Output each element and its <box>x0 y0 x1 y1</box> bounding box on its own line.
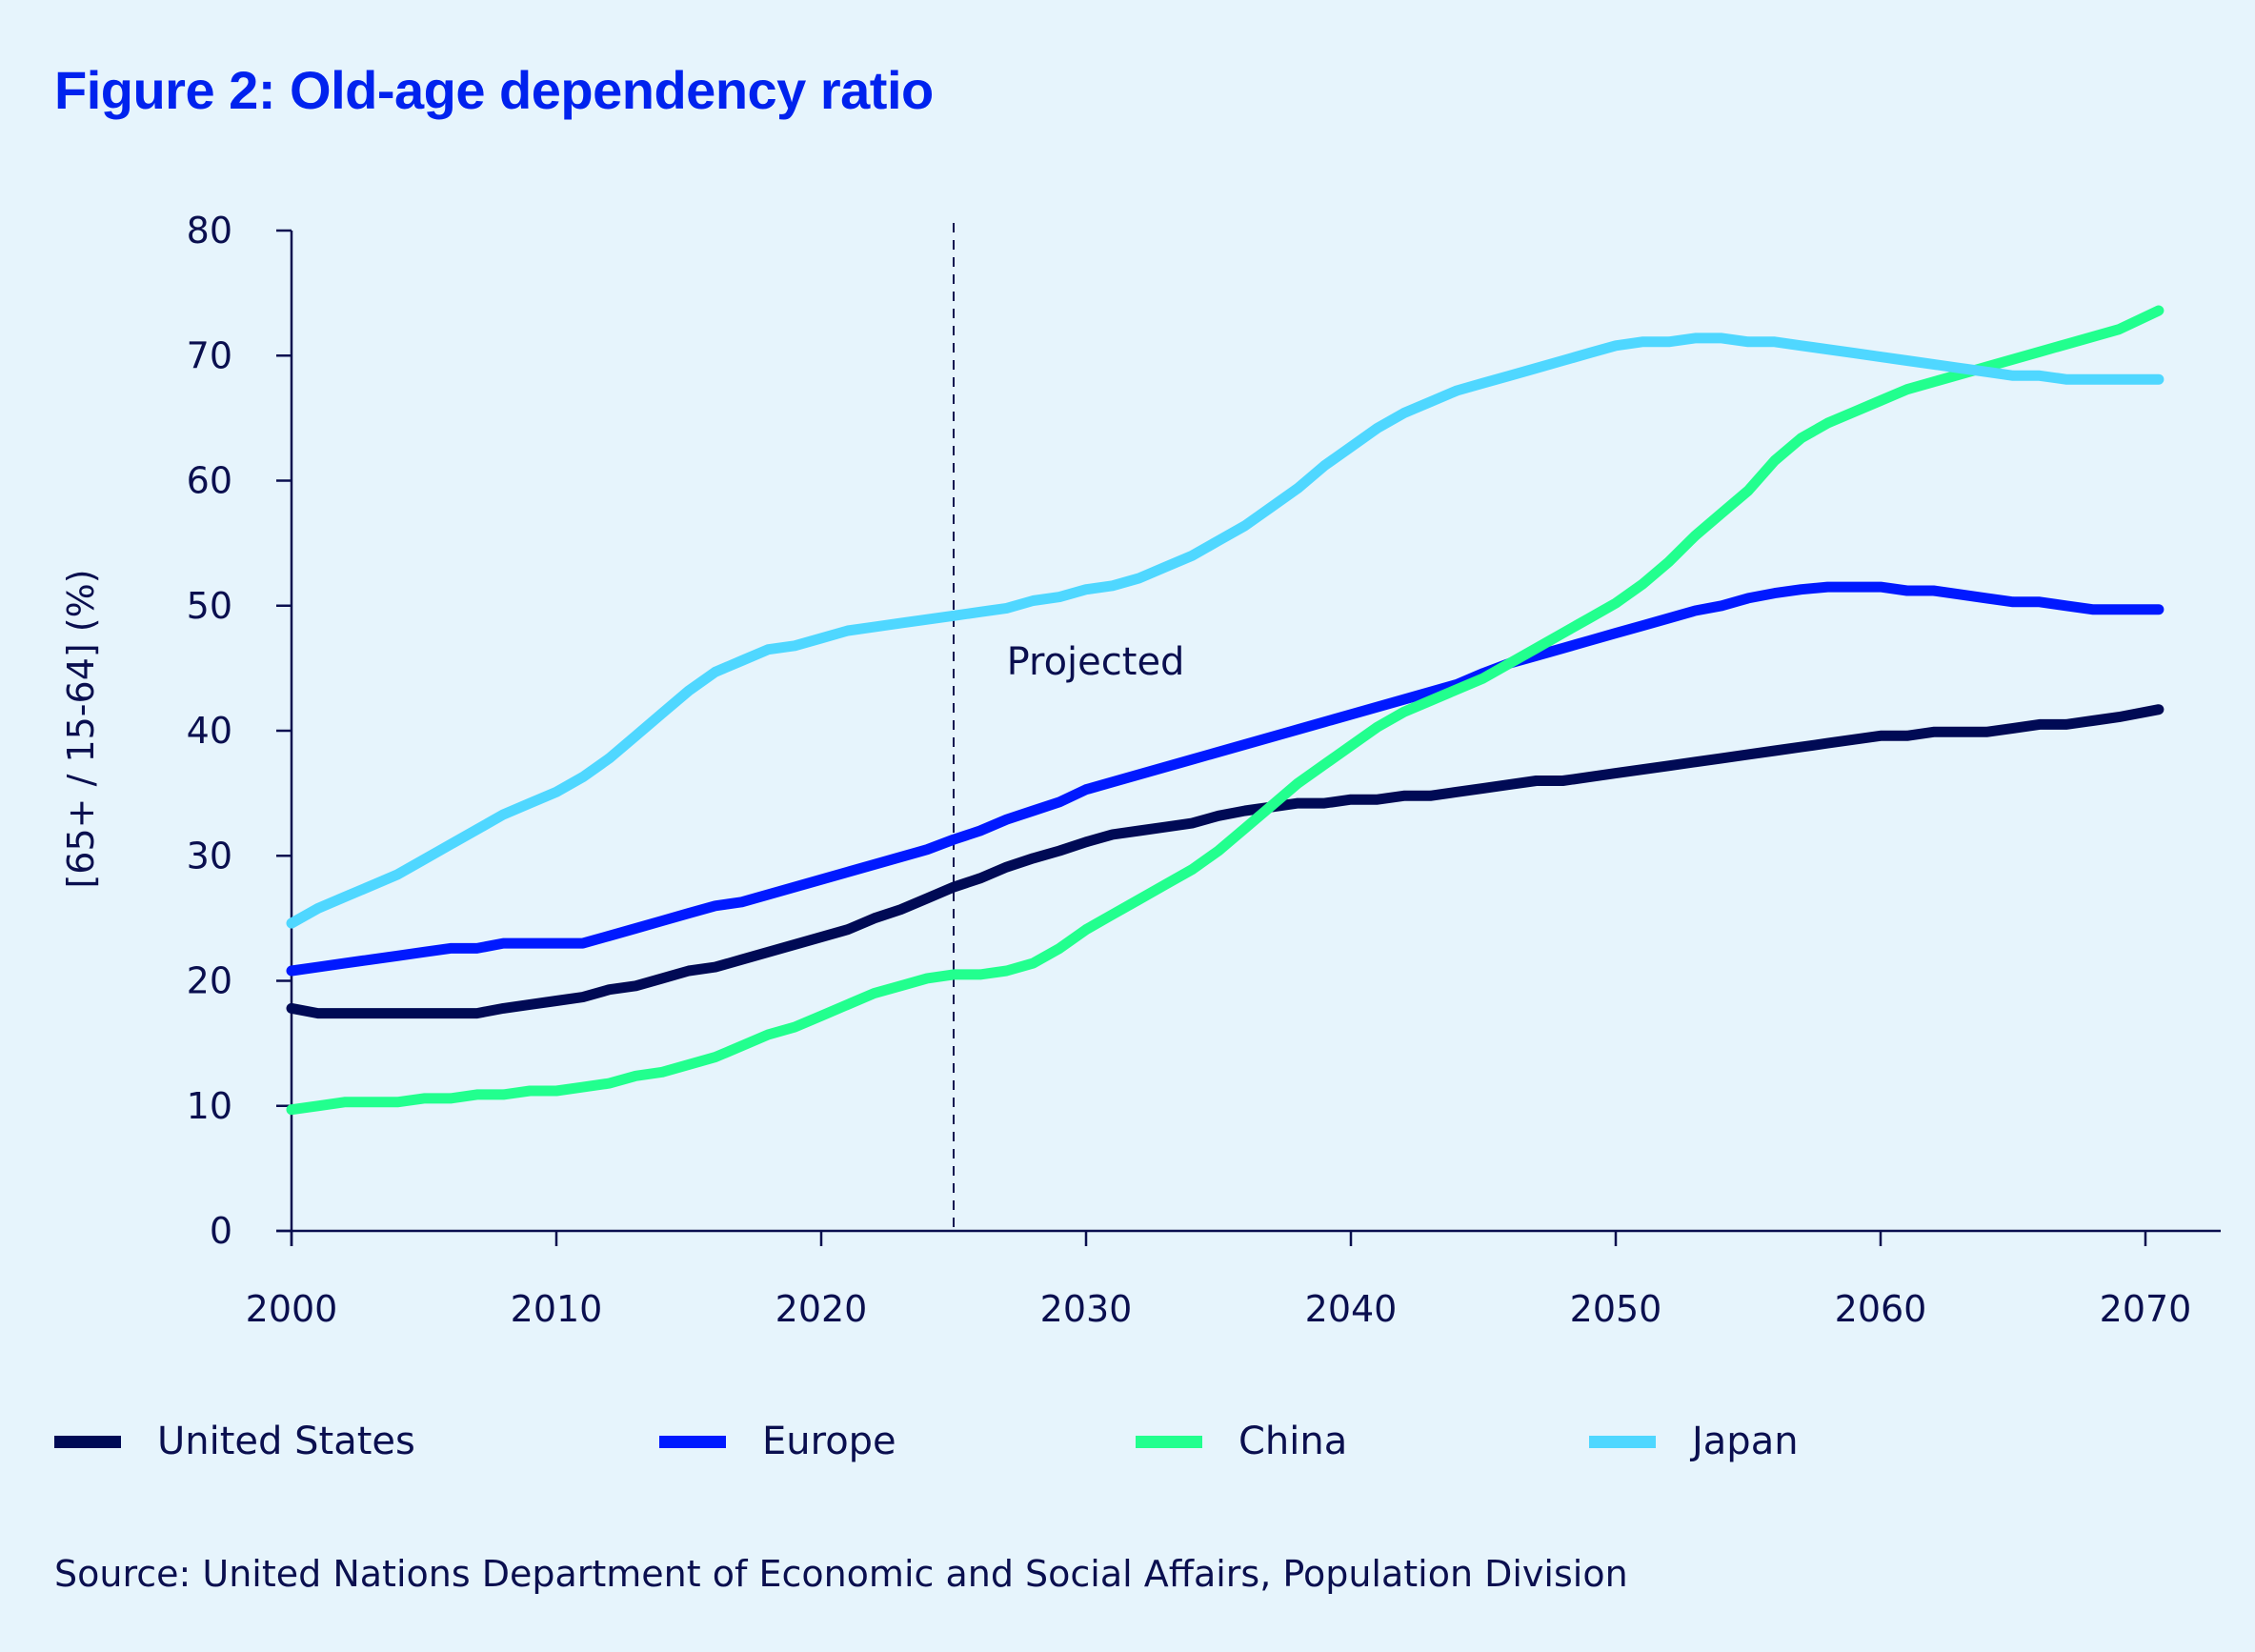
legend-item-united-states: United States <box>54 1420 415 1463</box>
legend-label: Europe <box>762 1420 896 1463</box>
y-tick-label: 30 <box>187 835 232 876</box>
chart-title: Figure 2: Old-age dependency ratio <box>54 60 934 120</box>
y-tick-label: 10 <box>187 1085 232 1127</box>
legend-label: United States <box>157 1420 415 1463</box>
legend-swatch <box>54 1435 121 1448</box>
x-tick-label: 2070 <box>2100 1288 2192 1330</box>
y-tick-label: 70 <box>187 334 232 376</box>
legend-label: Japan <box>1692 1420 1799 1463</box>
legend-swatch <box>1589 1435 1656 1448</box>
legend: United States Europe China Japan <box>0 1420 2255 1477</box>
x-tick-label: 2060 <box>1835 1288 1927 1330</box>
x-tick-label: 2050 <box>1570 1288 1662 1330</box>
legend-item-japan: Japan <box>1589 1420 1799 1463</box>
projected-label: Projected <box>1007 640 1185 684</box>
y-tick-label: 0 <box>210 1210 232 1252</box>
y-tick-label: 60 <box>187 460 232 502</box>
x-tick-label: 2010 <box>511 1288 603 1330</box>
series-line-united-states <box>286 704 2164 1019</box>
x-tick-label: 2040 <box>1305 1288 1398 1330</box>
legend-item-china: China <box>1136 1420 1347 1463</box>
legend-swatch <box>659 1435 726 1448</box>
y-tick-label: 80 <box>187 210 232 252</box>
y-tick-label: 50 <box>187 585 232 627</box>
series-line-europe <box>286 581 2164 977</box>
legend-label: China <box>1238 1420 1348 1463</box>
x-tick-label: 2030 <box>1040 1288 1133 1330</box>
y-axis-title: [65+ / 15-64] (%) <box>60 569 102 888</box>
x-tick-label: 2000 <box>246 1288 338 1330</box>
x-tick-label: 2020 <box>775 1288 868 1330</box>
legend-swatch <box>1136 1435 1202 1448</box>
series-lines <box>286 305 2164 1116</box>
legend-item-europe: Europe <box>659 1420 896 1463</box>
series-line-japan <box>286 332 2164 929</box>
series-line-china <box>286 305 2164 1116</box>
source-note: Source: United Nations Department of Eco… <box>54 1553 1628 1595</box>
y-tick-label: 20 <box>187 960 232 1002</box>
y-tick-label: 40 <box>187 710 232 752</box>
